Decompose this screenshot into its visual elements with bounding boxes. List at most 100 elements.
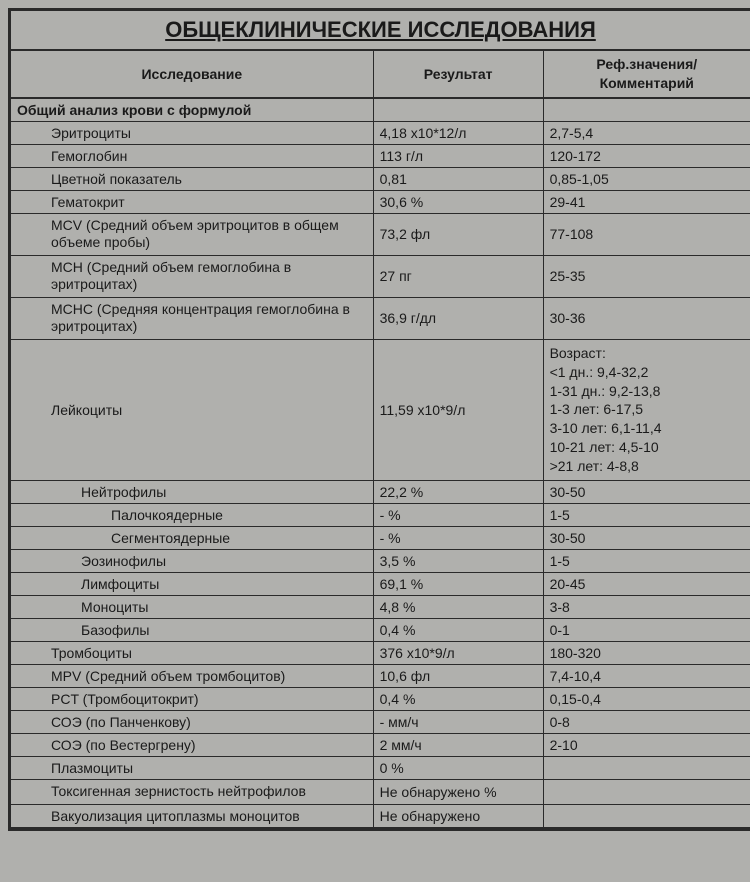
- test-ref: [543, 804, 750, 827]
- test-name: Нейтрофилы: [11, 481, 373, 504]
- table-row: MPV (Средний объем тромбоцитов)10,6 фл7,…: [11, 665, 750, 688]
- table-row: PCT (Тромбоцитокрит)0,4 %0,15-0,4: [11, 688, 750, 711]
- test-ref: 30-50: [543, 481, 750, 504]
- test-ref: 0-1: [543, 619, 750, 642]
- test-name: Палочкоядерные: [11, 504, 373, 527]
- col-header-test: Исследование: [11, 51, 373, 98]
- test-result: - %: [373, 504, 543, 527]
- results-table: Исследование Результат Реф.значения/ Ком…: [11, 51, 750, 828]
- test-result: 3,5 %: [373, 550, 543, 573]
- header-row: Исследование Результат Реф.значения/ Ком…: [11, 51, 750, 98]
- test-name: СОЭ (по Вестергрену): [11, 734, 373, 757]
- test-ref: 120-172: [543, 144, 750, 167]
- test-name: Тромбоциты: [11, 642, 373, 665]
- test-name: Эритроциты: [11, 121, 373, 144]
- test-name: Токсигенная зернистость нейтрофилов: [11, 780, 373, 805]
- table-row: Лейкоциты11,59 x10*9/лВозраст: <1 дн.: 9…: [11, 339, 750, 480]
- test-ref: 0-8: [543, 711, 750, 734]
- test-ref: 77-108: [543, 213, 750, 255]
- test-ref: 29-41: [543, 190, 750, 213]
- table-row: Моноциты4,8 %3-8: [11, 596, 750, 619]
- table-row: MCH (Средний объем гемоглобина в эритроц…: [11, 255, 750, 297]
- table-row: Сегментоядерные- %30-50: [11, 527, 750, 550]
- test-result: 69,1 %: [373, 573, 543, 596]
- table-row: Нейтрофилы22,2 %30-50: [11, 481, 750, 504]
- section-result: [373, 98, 543, 122]
- test-result: 10,6 фл: [373, 665, 543, 688]
- test-ref: 0,15-0,4: [543, 688, 750, 711]
- test-result: 73,2 фл: [373, 213, 543, 255]
- test-result: 27 пг: [373, 255, 543, 297]
- test-ref: 30-36: [543, 297, 750, 339]
- test-ref: 3-8: [543, 596, 750, 619]
- test-result: - %: [373, 527, 543, 550]
- test-name: MCHC (Средняя концентрация гемоглобина в…: [11, 297, 373, 339]
- table-row: MCHC (Средняя концентрация гемоглобина в…: [11, 297, 750, 339]
- test-result: 2 мм/ч: [373, 734, 543, 757]
- test-result: 30,6 %: [373, 190, 543, 213]
- test-ref: 25-35: [543, 255, 750, 297]
- table-row: Палочкоядерные- %1-5: [11, 504, 750, 527]
- test-name: MCH (Средний объем гемоглобина в эритроц…: [11, 255, 373, 297]
- test-result: Не обнаружено: [373, 804, 543, 827]
- table-row: Базофилы0,4 %0-1: [11, 619, 750, 642]
- table-row: Цветной показатель0,810,85-1,05: [11, 167, 750, 190]
- test-result: 0,4 %: [373, 619, 543, 642]
- test-name: Базофилы: [11, 619, 373, 642]
- test-ref: 180-320: [543, 642, 750, 665]
- table-row: СОЭ (по Вестергрену)2 мм/ч2-10: [11, 734, 750, 757]
- test-ref: Возраст: <1 дн.: 9,4-32,2 1-31 дн.: 9,2-…: [543, 339, 750, 480]
- test-name: Гематокрит: [11, 190, 373, 213]
- table-row: Вакуолизация цитоплазмы моноцитовНе обна…: [11, 804, 750, 827]
- test-name: Лимфоциты: [11, 573, 373, 596]
- test-name: PCT (Тромбоцитокрит): [11, 688, 373, 711]
- test-name: Сегментоядерные: [11, 527, 373, 550]
- test-result: 4,18 x10*12/л: [373, 121, 543, 144]
- test-name: MPV (Средний объем тромбоцитов): [11, 665, 373, 688]
- test-ref: 2,7-5,4: [543, 121, 750, 144]
- test-ref: 0,85-1,05: [543, 167, 750, 190]
- test-ref: 1-5: [543, 504, 750, 527]
- test-name: Вакуолизация цитоплазмы моноцитов: [11, 804, 373, 827]
- table-row: СОЭ (по Панченкову)- мм/ч0-8: [11, 711, 750, 734]
- test-ref: 1-5: [543, 550, 750, 573]
- report-container: ОБЩЕКЛИНИЧЕСКИЕ ИССЛЕДОВАНИЯ Исследовани…: [8, 8, 750, 831]
- table-row: Лимфоциты69,1 %20-45: [11, 573, 750, 596]
- table-row: MCV (Средний объем эритроцитов в общем о…: [11, 213, 750, 255]
- table-row: Тромбоциты376 x10*9/л180-320: [11, 642, 750, 665]
- test-name: Моноциты: [11, 596, 373, 619]
- test-result: 0 %: [373, 757, 543, 780]
- test-name: Лейкоциты: [11, 339, 373, 480]
- table-row: Гемоглобин113 г/л120-172: [11, 144, 750, 167]
- section-ref: [543, 98, 750, 122]
- test-ref: 7,4-10,4: [543, 665, 750, 688]
- test-name: Гемоглобин: [11, 144, 373, 167]
- section-label: Общий анализ крови с формулой: [11, 98, 373, 122]
- test-result: 376 x10*9/л: [373, 642, 543, 665]
- test-result: 22,2 %: [373, 481, 543, 504]
- test-ref: [543, 780, 750, 805]
- table-row: Гематокрит30,6 %29-41: [11, 190, 750, 213]
- test-name: Эозинофилы: [11, 550, 373, 573]
- test-ref: [543, 757, 750, 780]
- test-result: 0,4 %: [373, 688, 543, 711]
- col-header-ref: Реф.значения/ Комментарий: [543, 51, 750, 98]
- test-name: Плазмоциты: [11, 757, 373, 780]
- table-row: Эозинофилы3,5 %1-5: [11, 550, 750, 573]
- test-result: 0,81: [373, 167, 543, 190]
- test-name: MCV (Средний объем эритроцитов в общем о…: [11, 213, 373, 255]
- test-result: 113 г/л: [373, 144, 543, 167]
- test-name: СОЭ (по Панченкову): [11, 711, 373, 734]
- test-name: Цветной показатель: [11, 167, 373, 190]
- test-ref: 2-10: [543, 734, 750, 757]
- table-row: Плазмоциты0 %: [11, 757, 750, 780]
- test-result: 11,59 x10*9/л: [373, 339, 543, 480]
- test-result: 36,9 г/дл: [373, 297, 543, 339]
- report-title: ОБЩЕКЛИНИЧЕСКИЕ ИССЛЕДОВАНИЯ: [11, 11, 750, 51]
- test-result: Не обнаружено %: [373, 780, 543, 805]
- test-result: 4,8 %: [373, 596, 543, 619]
- section-row: Общий анализ крови с формулой: [11, 98, 750, 122]
- test-ref: 20-45: [543, 573, 750, 596]
- table-row: Токсигенная зернистость нейтрофиловНе об…: [11, 780, 750, 805]
- test-result: - мм/ч: [373, 711, 543, 734]
